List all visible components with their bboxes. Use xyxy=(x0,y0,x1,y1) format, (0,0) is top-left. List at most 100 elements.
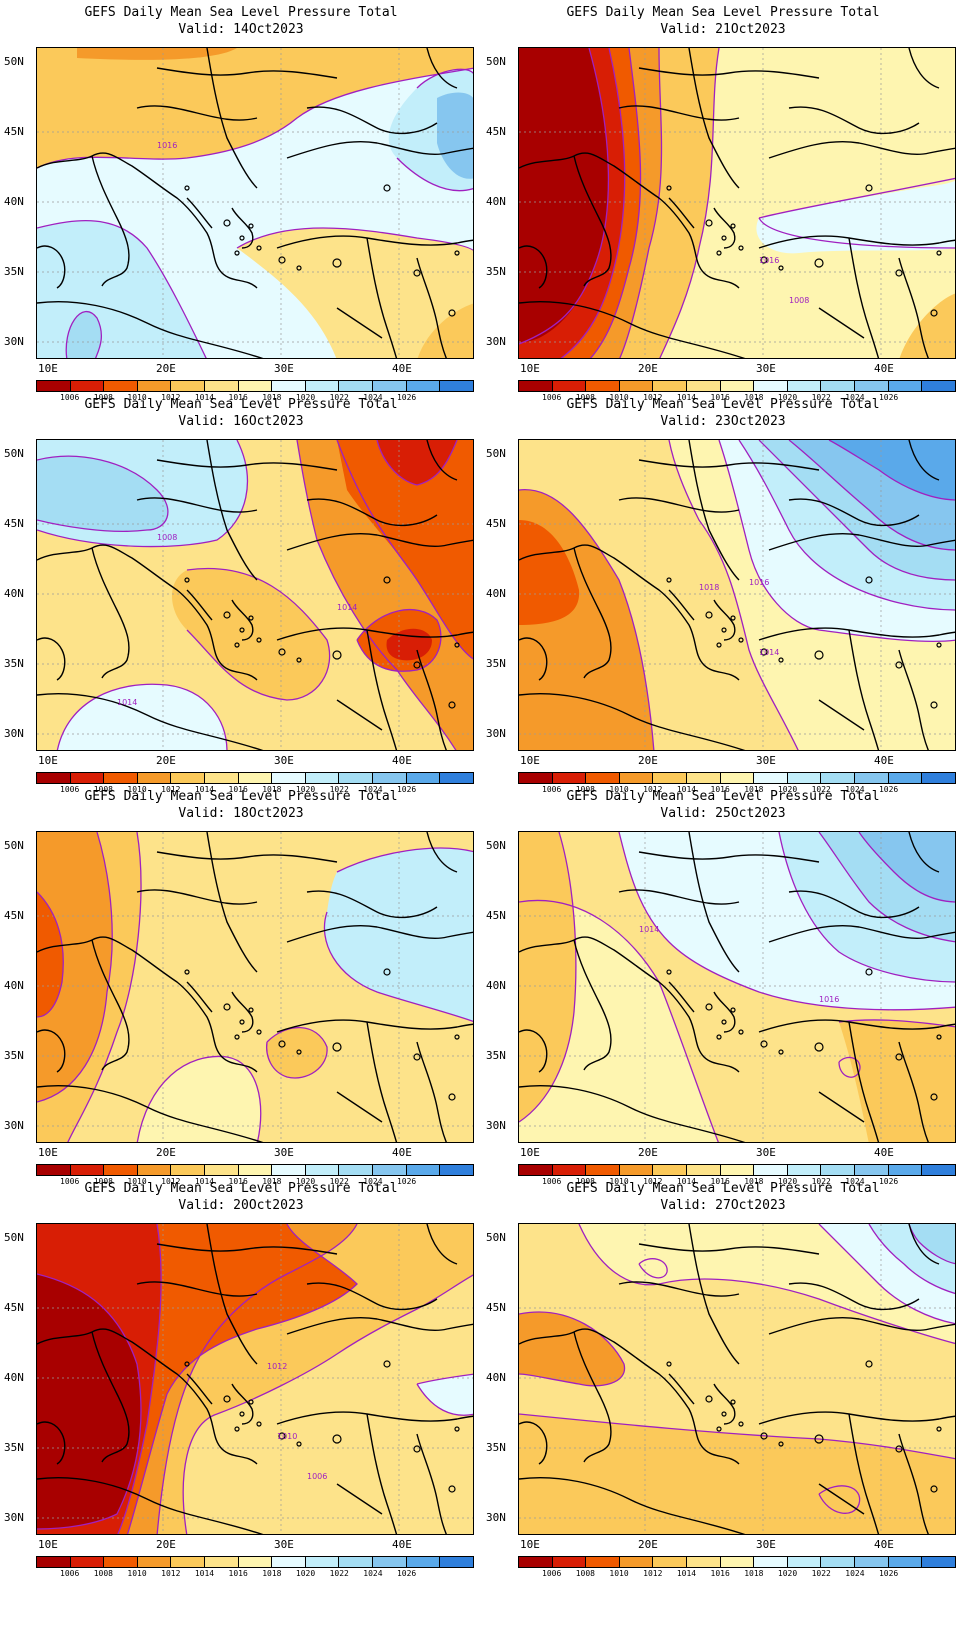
longitude-label: 20E xyxy=(638,1538,658,1551)
coastline xyxy=(306,1282,438,1311)
colorbar-label: 1026 xyxy=(396,1177,417,1186)
isobar-line xyxy=(136,1055,262,1142)
colorbar-swatch xyxy=(821,381,856,391)
colorbar-swatch xyxy=(171,773,206,783)
island-outline xyxy=(454,1034,460,1040)
coastline xyxy=(668,197,695,229)
isobar-line xyxy=(868,1224,955,1295)
isobar-line xyxy=(236,227,473,252)
island-outline xyxy=(256,637,262,643)
colorbar-swatch xyxy=(821,1165,856,1175)
coastline xyxy=(573,939,612,1071)
island-outline xyxy=(454,250,460,256)
isobar-line xyxy=(758,217,955,249)
coastline xyxy=(426,48,458,89)
panel-title: GEFS Daily Mean Sea Level Pressure Total xyxy=(84,5,398,20)
colorbar-label: 1020 xyxy=(777,1569,798,1578)
island-outline xyxy=(930,309,938,317)
longitude-label: 40E xyxy=(874,1538,894,1551)
coastline xyxy=(573,155,612,287)
island-outline xyxy=(705,611,713,619)
island-outline xyxy=(184,1361,190,1367)
colorbar-swatch xyxy=(238,1165,273,1175)
island-outline xyxy=(234,250,240,256)
latitude-label: 30N xyxy=(486,335,506,348)
isobar-line xyxy=(519,48,610,345)
isobar-line xyxy=(838,1056,861,1078)
island-outline xyxy=(448,309,456,317)
coastline xyxy=(286,532,473,551)
colorbar-label: 1026 xyxy=(878,785,899,794)
island-outline xyxy=(666,969,672,975)
colorbar-swatch xyxy=(720,1165,755,1175)
island-outline xyxy=(278,648,286,656)
coastline xyxy=(206,48,258,189)
longitude-label: 40E xyxy=(392,1146,412,1159)
island-outline xyxy=(239,627,245,633)
colorbar-label: 1006 xyxy=(542,785,562,794)
pressure-map: 1018 1016 1014 xyxy=(518,439,956,751)
island-outline xyxy=(814,650,824,660)
isobar-line xyxy=(37,440,249,548)
colorbar-swatch xyxy=(855,381,889,391)
latitude-label: 30N xyxy=(4,1511,24,1524)
isobar-line xyxy=(126,1224,358,1534)
island-outline xyxy=(705,1003,713,1011)
colorbar-swatch xyxy=(519,773,553,783)
panel-title: GEFS Daily Mean Sea Level Pressure Total xyxy=(84,1181,398,1196)
coastline xyxy=(286,140,473,159)
isobar-label: 1016 xyxy=(759,256,779,265)
colorbar-label: 1024 xyxy=(845,1177,865,1186)
isobar-label: 1016 xyxy=(157,141,177,150)
colorbar-swatch xyxy=(205,1557,239,1567)
isobar-line xyxy=(589,48,642,358)
colorbar-swatch xyxy=(687,381,721,391)
pressure-band xyxy=(324,848,473,1022)
coastline xyxy=(618,889,740,905)
panel-title: GEFS Daily Mean Sea Level Pressure Total xyxy=(84,789,398,804)
colorbar-label: 1010 xyxy=(127,1177,147,1186)
colorbar-swatch xyxy=(272,1165,306,1175)
colorbar-label: 1022 xyxy=(329,785,349,794)
latitude-label: 40N xyxy=(486,195,506,208)
colorbar-label: 1024 xyxy=(845,1569,865,1578)
isobar-line xyxy=(56,683,228,750)
colorbar-label: 1008 xyxy=(93,1177,113,1186)
latitude-label: 50N xyxy=(4,1231,24,1244)
longitude-label: 10E xyxy=(520,1538,540,1551)
colorbar-label: 1006 xyxy=(542,1177,562,1186)
colorbar-swatch xyxy=(339,381,374,391)
latitude-label: 50N xyxy=(486,55,506,68)
coastline xyxy=(573,547,612,679)
map-panel-6: GEFS Daily Mean Sea Level Pressure Total… xyxy=(482,784,964,1194)
island-outline xyxy=(666,577,672,583)
longitude-label: 10E xyxy=(38,1538,58,1551)
colorbar-label: 1016 xyxy=(228,1569,248,1578)
longitude-label: 40E xyxy=(874,754,894,767)
colorbar-label: 1006 xyxy=(60,785,80,794)
island-outline xyxy=(760,256,768,264)
colorbar-swatch xyxy=(754,1557,788,1567)
isobar-label: 1016 xyxy=(749,578,769,587)
pressure-map: 1012 1010 1006 xyxy=(36,1223,474,1535)
colorbar-swatch xyxy=(104,1165,138,1175)
coastline xyxy=(231,991,254,1033)
isobar-line xyxy=(323,911,473,1022)
latitude-label: 45N xyxy=(486,517,506,530)
colorbar-label: 1006 xyxy=(542,1569,562,1578)
colorbar-swatch xyxy=(137,1165,172,1175)
longitude-label: 30E xyxy=(756,362,776,375)
colorbar-label: 1014 xyxy=(676,393,697,402)
coastline xyxy=(186,197,213,229)
colorbar-label: 1008 xyxy=(93,785,113,794)
isobar-line xyxy=(758,177,955,219)
pressure-field-svg: 1016 xyxy=(37,48,473,358)
island-outline xyxy=(738,637,744,643)
pressure-map xyxy=(36,831,474,1143)
coastline xyxy=(818,1091,865,1123)
island-outline xyxy=(814,1042,824,1052)
colorbar-swatch xyxy=(787,1557,822,1567)
colorbar xyxy=(518,772,956,784)
isobar-label: 1014 xyxy=(117,698,137,707)
longitude-label: 20E xyxy=(638,1146,658,1159)
